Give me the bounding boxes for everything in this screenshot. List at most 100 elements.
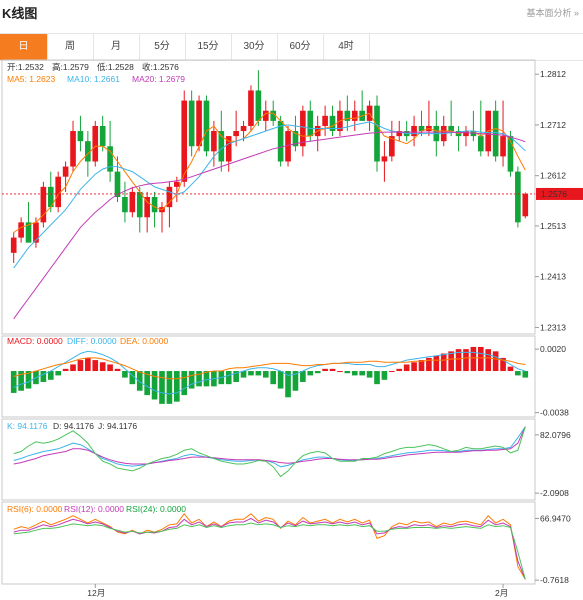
candle-body: [70, 131, 76, 167]
price-tick-label: 1.2313: [540, 322, 566, 332]
legend-close: 收:1.2576: [142, 62, 179, 72]
candle-body: [507, 136, 514, 172]
macd-bar: [500, 357, 506, 372]
fundamental-analysis-link[interactable]: 基本面分析 »: [526, 8, 579, 18]
macd-bar: [440, 353, 447, 372]
candle-body: [181, 100, 188, 182]
candle-body: [500, 136, 506, 157]
candle-body: [166, 186, 173, 208]
candle-body: [55, 176, 62, 208]
rsi-tick-label: 66.9470: [540, 513, 571, 523]
candle-body: [25, 222, 32, 243]
candle-body: [389, 136, 395, 157]
macd-bar: [485, 349, 492, 372]
macd-bar: [351, 371, 358, 376]
candle-body: [33, 222, 39, 243]
candle-body: [233, 131, 239, 137]
macd-bar: [300, 371, 306, 382]
candle-body: [292, 131, 299, 147]
macd-bar: [122, 371, 128, 378]
tab-4[interactable]: 15分: [185, 34, 232, 60]
macd-bar: [329, 368, 336, 372]
tab-2[interactable]: 月: [93, 34, 140, 60]
legend-d: D: 94.1176: [53, 421, 94, 431]
macd-bar: [70, 364, 76, 372]
macd-bar: [99, 362, 106, 372]
tab-0[interactable]: 日: [0, 34, 48, 60]
macd-bar: [344, 371, 351, 374]
tab-3[interactable]: 5分: [139, 34, 186, 60]
macd-bar: [418, 360, 425, 372]
candle-body: [129, 191, 136, 213]
rsi24-line: [13, 522, 526, 580]
macd-legend: MACD: 0.0000 DIFF: 0.0000 DEA: 0.0000: [7, 336, 168, 346]
chart-title: K线图: [2, 6, 38, 21]
macd-bar: [255, 371, 262, 376]
candle-body: [329, 115, 336, 132]
price-moving-averages: [13, 112, 526, 320]
price-axis: 1.2812 1.2712 1.2612 1.2513 1.2413 1.2313: [535, 69, 566, 332]
price-tick-label: 1.2712: [540, 120, 566, 130]
candle-body: [107, 146, 113, 172]
legend-rsi24: RSI(24): 0.0000: [126, 504, 186, 514]
macd-bar: [455, 349, 462, 372]
x-axis: 12月 2月: [87, 584, 508, 598]
rsi-axis: 66.9470 -0.7618: [535, 513, 571, 585]
macd-bar: [262, 371, 269, 378]
macd-bar: [285, 371, 291, 398]
macd-bar: [248, 371, 254, 376]
candle-body: [515, 171, 521, 223]
candle-body: [285, 131, 291, 162]
macd-bar: [18, 371, 24, 391]
tab-6[interactable]: 60分: [277, 34, 324, 60]
candle-body: [203, 100, 210, 152]
frame-macd: [1, 335, 536, 418]
tab-7[interactable]: 4时: [323, 34, 370, 60]
macd-bar: [203, 371, 210, 387]
macd-bar: [507, 366, 514, 372]
candle-body: [10, 237, 17, 253]
candle-body: [396, 131, 403, 137]
macd-bar: [151, 371, 158, 400]
macd-bar: [314, 371, 321, 374]
last-price-label: 1.2576: [541, 189, 567, 199]
legend-dea: DEA: 0.0000: [120, 336, 168, 346]
tab-5[interactable]: 30分: [231, 34, 278, 60]
candle-body: [225, 136, 232, 162]
candle-body: [85, 141, 91, 162]
legend-macd: MACD: 0.0000: [7, 336, 63, 346]
candle-body: [300, 110, 306, 147]
macd-tick-label: 0.0020: [540, 344, 566, 354]
candle-body: [344, 110, 351, 121]
price-tick-label: 1.2413: [540, 272, 566, 282]
candle-body: [47, 186, 54, 208]
kdj-d-line: [13, 426, 526, 465]
candle-body: [188, 100, 195, 147]
macd-bar: [359, 371, 365, 376]
macd-bar: [396, 368, 403, 372]
legend-diff: DIFF: 0.0000: [67, 336, 117, 346]
legend-rsi12: RSI(12): 0.0000: [64, 504, 124, 514]
kdj-k-line: [13, 426, 526, 468]
tab-1[interactable]: 周: [47, 34, 94, 60]
legend-ma5: MA5: 1.2623: [7, 74, 55, 84]
macd-bar: [240, 371, 247, 378]
macd-bar: [515, 371, 521, 376]
legend-rsi6: RSI(6): 0.0000: [7, 504, 63, 514]
macd-bar: [403, 364, 410, 372]
candle-body: [99, 125, 106, 147]
macd-bar: [55, 371, 62, 376]
chart-header: K线图 基本面分析 »: [0, 0, 583, 28]
macd-bar: [463, 349, 469, 372]
kdj-legend: K: 94.1176 D: 94.1176 J: 94.1176: [7, 421, 137, 431]
frame-price: [1, 59, 536, 335]
candle-body: [240, 125, 247, 132]
macd-bar: [92, 360, 99, 372]
candle-body: [62, 166, 69, 177]
macd-bar: [433, 355, 440, 372]
candle-body: [151, 197, 158, 213]
ma5-line: [13, 112, 526, 233]
candle-body: [92, 125, 99, 162]
macd-bar: [40, 371, 47, 382]
macd-bar: [492, 351, 499, 372]
